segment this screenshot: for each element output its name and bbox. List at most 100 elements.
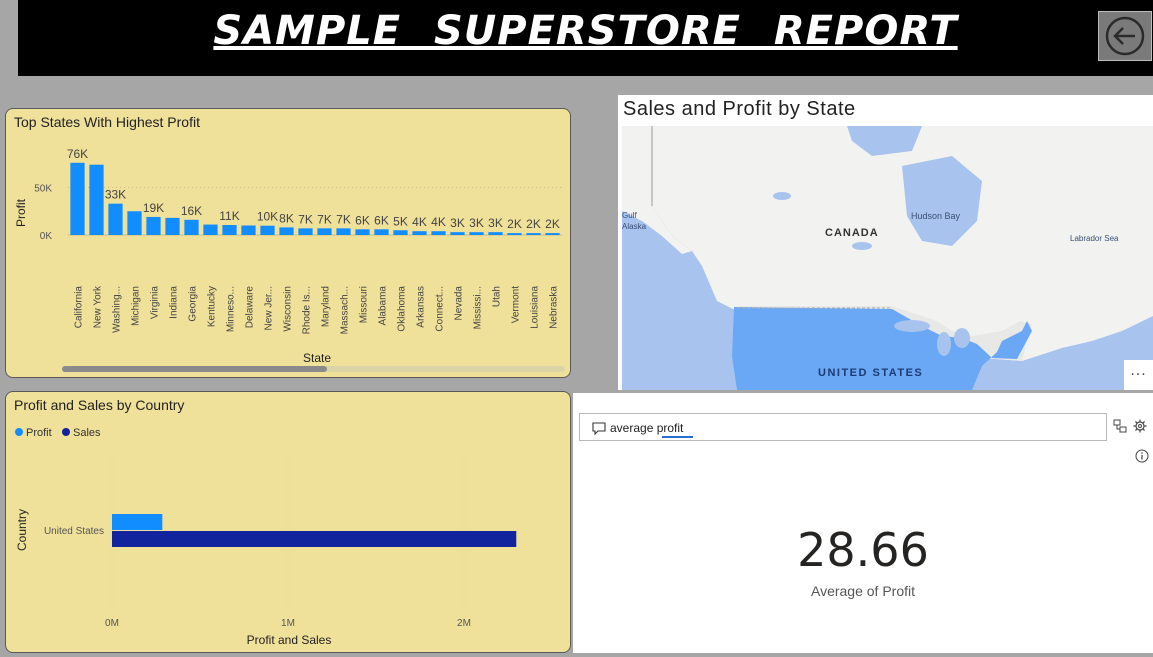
- lake-huron: [954, 328, 970, 348]
- back-button[interactable]: [1098, 11, 1152, 61]
- bar-data-label: 16K: [181, 204, 202, 218]
- bar-state-profit[interactable]: [355, 229, 369, 235]
- bar-category-label: Washing...: [112, 286, 123, 333]
- bar-chart-svg: Profit State 0K 50K 76K 33K 19K 16K 11K 10K 8K 7…: [6, 109, 571, 378]
- bar-category-label: Delaware: [245, 286, 256, 329]
- bar-state-profit[interactable]: [222, 225, 236, 235]
- bar-state-profit[interactable]: [127, 211, 141, 235]
- bar-category-label: Indiana: [169, 286, 180, 319]
- bar-data-label: 3K: [488, 216, 503, 230]
- bar-state-profit[interactable]: [241, 226, 255, 236]
- bar-category-label: Virginia: [150, 286, 161, 320]
- bar-state-profit[interactable]: [317, 228, 331, 235]
- bar-category-label: Kentucky: [207, 286, 218, 327]
- bar-state-profit[interactable]: [412, 231, 426, 235]
- country-x-tick-label: 1M: [281, 618, 295, 629]
- bar-state-profit[interactable]: [203, 225, 217, 235]
- bar-data-label: 6K: [355, 213, 370, 227]
- info-icon[interactable]: [1135, 449, 1149, 463]
- legend-profit-label[interactable]: Profit: [26, 427, 52, 439]
- bar-state-profit[interactable]: [89, 165, 103, 235]
- bar-category-label: Michigan: [131, 286, 142, 326]
- bar-state-profit[interactable]: [469, 232, 483, 235]
- country-bar-profit[interactable]: [112, 514, 162, 530]
- chat-bubble-icon: [592, 422, 606, 435]
- hudson-bay-label: Hudson Bay: [911, 211, 961, 221]
- more-options-button[interactable]: ...: [1124, 360, 1153, 390]
- top-states-chart-panel: Top States With Highest Profit Profit St…: [5, 108, 571, 378]
- bar-state-profit[interactable]: [488, 232, 502, 235]
- canada-label: CANADA: [825, 227, 879, 239]
- kpi-value: 28.66: [573, 523, 1153, 577]
- bar-category-label: Wisconsin: [283, 286, 294, 332]
- bar-state-profit[interactable]: [260, 226, 274, 235]
- header-bar: SAMPLE SUPERSTORE REPORT: [18, 0, 1153, 76]
- bar-state-profit[interactable]: [545, 233, 559, 235]
- bar-data-label: 4K: [412, 215, 427, 229]
- lake-michigan: [937, 332, 951, 356]
- country-chart-panel: Profit and Sales by Country Profit Sales…: [5, 391, 571, 653]
- country-chart-svg: Profit Sales United States Country 0M 1M 2…: [6, 392, 571, 653]
- bar-state-profit[interactable]: [526, 233, 540, 235]
- bar-state-profit[interactable]: [184, 220, 198, 235]
- us-label: UNITED STATES: [818, 367, 923, 379]
- qa-card: average profit 28.66 Average of Profit: [573, 393, 1153, 653]
- bar-category-label: Nebraska: [549, 286, 560, 329]
- north-america-map: CANADA UNITED STATES Hudson Bay Labrador…: [622, 126, 1153, 390]
- bar-y-tick-label: 0K: [40, 231, 53, 242]
- bar-category-label: Utah: [492, 286, 503, 307]
- country-x-tick-label: 0M: [105, 618, 119, 629]
- bar-data-label: 7K: [317, 212, 332, 226]
- qa-search-input[interactable]: average profit: [579, 413, 1107, 441]
- bar-data-label: 7K: [298, 212, 313, 226]
- legend-profit-dot: [15, 428, 23, 436]
- bar-state-profit[interactable]: [279, 227, 293, 235]
- bar-state-profit[interactable]: [393, 230, 407, 235]
- bar-state-profit[interactable]: [431, 231, 445, 235]
- country-y-axis-label: Country: [15, 509, 29, 551]
- bar-category-label: Connect...: [435, 286, 446, 332]
- map-canvas[interactable]: CANADA UNITED STATES Hudson Bay Labrador…: [622, 126, 1153, 390]
- bar-data-label: 8K: [279, 211, 294, 225]
- bar-category-label: Arkansas: [416, 286, 427, 328]
- bar-state-profit[interactable]: [374, 229, 388, 235]
- country-x-axis-label: Profit and Sales: [247, 633, 332, 647]
- bar-state-profit[interactable]: [165, 218, 179, 235]
- bar-state-profit[interactable]: [108, 204, 122, 235]
- bar-data-label: 76K: [67, 147, 88, 161]
- bar-data-label: 2K: [507, 217, 522, 231]
- bar-data-label: 11K: [219, 209, 239, 223]
- bar-data-label: 6K: [374, 213, 389, 227]
- bar-category-label: New Jer...: [264, 286, 275, 330]
- legend-sales-label[interactable]: Sales: [73, 427, 101, 439]
- bar-state-profit[interactable]: [336, 228, 350, 235]
- bar-y-axis-label: Profit: [14, 198, 28, 227]
- country-x-tick-label: 2M: [457, 618, 471, 629]
- settings-gear-icon[interactable]: [1133, 419, 1147, 433]
- bar-data-label: 3K: [469, 216, 484, 230]
- bar-data-label: 4K: [431, 215, 446, 229]
- lake-superior: [894, 320, 930, 332]
- bar-state-profit[interactable]: [298, 228, 312, 235]
- alaska-label: Alaska: [622, 222, 647, 231]
- bar-state-profit[interactable]: [70, 163, 84, 235]
- horizontal-scrollbar-thumb[interactable]: [62, 366, 327, 372]
- bar-state-profit[interactable]: [146, 217, 160, 235]
- labrador-sea-label: Labrador Sea: [1070, 234, 1119, 243]
- convert-visual-icon[interactable]: [1113, 419, 1127, 433]
- bar-data-label: 3K: [450, 216, 465, 230]
- qa-query-underline: [662, 436, 693, 438]
- country-bar-sales[interactable]: [112, 531, 516, 547]
- bar-category-label: Maryland: [321, 286, 332, 327]
- bar-category-label: Nevada: [454, 286, 465, 321]
- lake-winnipeg: [852, 242, 872, 250]
- bar-category-label: Minneso...: [226, 286, 237, 332]
- bar-data-label: 5K: [393, 214, 408, 228]
- bar-state-profit[interactable]: [507, 233, 521, 235]
- great-slave-lake: [773, 192, 791, 200]
- bar-y-tick-label: 50K: [34, 184, 52, 195]
- bar-state-profit[interactable]: [450, 232, 464, 235]
- bar-data-label: 2K: [545, 217, 560, 231]
- bar-category-label: Massach...: [340, 286, 351, 334]
- country-category-label: United States: [44, 526, 104, 537]
